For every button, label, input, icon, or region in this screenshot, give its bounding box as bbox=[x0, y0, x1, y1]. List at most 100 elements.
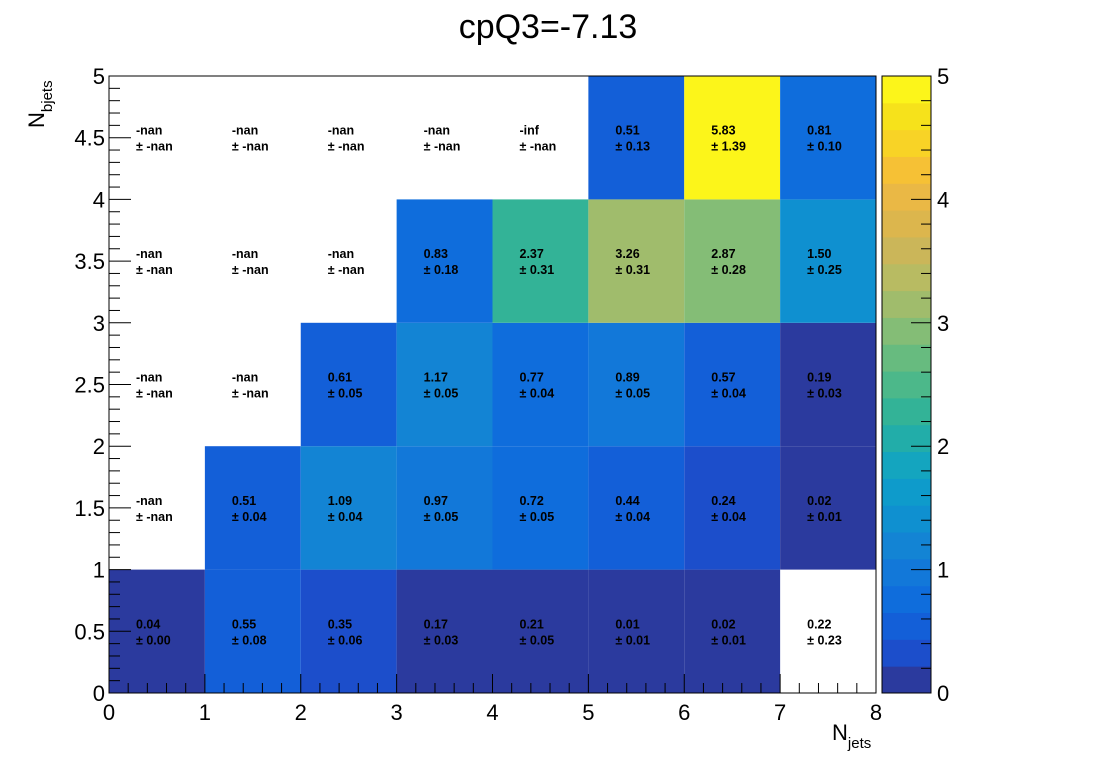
cell-error-label: ± -nan bbox=[520, 140, 557, 154]
cell-error-label: ± 0.18 bbox=[424, 263, 459, 277]
heatmap-cell bbox=[492, 199, 589, 323]
cell-value-label: 1.50 bbox=[807, 247, 831, 261]
cell-labels: 0.04 ± 0.00 0.55 ± 0.08 0.35 ± 0.06 0.17 ± 0.03… bbox=[136, 124, 842, 648]
x-axis-title: Njets bbox=[832, 720, 871, 752]
cell-value-label: 0.01 bbox=[615, 617, 639, 631]
heatmap-cell bbox=[300, 569, 397, 693]
color-scale-segment bbox=[882, 666, 931, 694]
color-scale-segment bbox=[882, 344, 931, 372]
cell-value-label: 0.02 bbox=[807, 494, 831, 508]
color-scale-segment bbox=[882, 612, 931, 640]
color-scale-bar bbox=[881, 75, 932, 694]
color-scale-segment bbox=[882, 585, 931, 614]
heatmap-cell bbox=[780, 76, 876, 200]
cell-value-label: 0.89 bbox=[615, 371, 639, 385]
y-tick-label: 3 bbox=[93, 311, 105, 336]
color-scale-segment bbox=[882, 558, 931, 587]
y-tick-label: 2 bbox=[93, 434, 105, 459]
cell-value-label: 0.19 bbox=[807, 371, 831, 385]
cell-value-label: 0.21 bbox=[520, 617, 544, 631]
y-axis-tick-labels: 0 0.5 1 1.5 2 2.5 3 3.5 4 4.5 5 bbox=[74, 64, 105, 706]
cell-error-label: ± 0.13 bbox=[615, 140, 650, 154]
y-tick-label: 1 bbox=[93, 558, 105, 583]
heatmap-cell bbox=[588, 199, 685, 323]
cell-error-label: ± 0.31 bbox=[520, 263, 555, 277]
x-axis-tick-labels: 0 1 2 3 4 5 6 7 8 bbox=[103, 700, 882, 725]
cell-value-label: -nan bbox=[232, 371, 258, 385]
cell-value-label: 0.55 bbox=[232, 617, 256, 631]
cell-error-label: ± 0.03 bbox=[807, 387, 842, 401]
color-scale-segment bbox=[882, 183, 931, 211]
cell-error-label: ± 0.05 bbox=[424, 387, 459, 401]
cell-error-label: ± -nan bbox=[136, 263, 173, 277]
cell-value-label: 0.61 bbox=[328, 371, 352, 385]
x-tick-label: 0 bbox=[103, 700, 115, 725]
color-scale-tick-label: 5 bbox=[937, 64, 949, 89]
heatmap-cell bbox=[396, 322, 493, 447]
cell-error-label: ± 0.04 bbox=[232, 510, 267, 524]
cell-error-label: ± 0.06 bbox=[328, 633, 363, 647]
heatmap-cell bbox=[204, 446, 301, 570]
heatmap-cell bbox=[684, 446, 781, 570]
heatmap-cell bbox=[300, 322, 397, 447]
cell-error-label: ± 0.31 bbox=[615, 263, 650, 277]
heatmap-cell bbox=[396, 569, 493, 693]
cell-error-label: ± 0.04 bbox=[615, 510, 650, 524]
cell-error-label: ± 0.04 bbox=[711, 510, 746, 524]
cell-value-label: -nan bbox=[136, 247, 162, 261]
cell-value-label: 0.97 bbox=[424, 494, 448, 508]
cell-value-label: 0.77 bbox=[520, 371, 544, 385]
heatmap-cell bbox=[588, 322, 685, 447]
cell-error-label: ± 0.01 bbox=[807, 510, 842, 524]
cell-value-label: 1.09 bbox=[328, 494, 352, 508]
cell-error-label: ± 0.05 bbox=[615, 387, 650, 401]
cell-error-label: ± -nan bbox=[232, 140, 269, 154]
x-tick-label: 4 bbox=[486, 700, 498, 725]
color-scale-segment bbox=[882, 156, 931, 184]
cell-error-label: ± 0.01 bbox=[615, 633, 650, 647]
x-tick-label: 7 bbox=[774, 700, 786, 725]
cell-value-label: 0.83 bbox=[424, 247, 448, 261]
cell-error-label: ± 0.25 bbox=[807, 263, 842, 277]
color-scale-segment bbox=[882, 102, 931, 131]
x-tick-label: 6 bbox=[678, 700, 690, 725]
heatmap-cell bbox=[684, 322, 781, 447]
color-scale-tick-label: 4 bbox=[937, 187, 949, 212]
cell-value-label: 0.51 bbox=[615, 124, 639, 138]
cell-value-label: -nan bbox=[424, 124, 450, 138]
x-tick-label: 1 bbox=[199, 700, 211, 725]
cell-error-label: ± 0.04 bbox=[711, 387, 746, 401]
y-axis-title: Nbjets bbox=[24, 80, 56, 128]
cell-value-label: 5.83 bbox=[711, 124, 735, 138]
y-tick-label: 5 bbox=[93, 64, 105, 89]
cell-error-label: ± -nan bbox=[136, 387, 173, 401]
cell-error-label: ± 0.05 bbox=[424, 510, 459, 524]
cell-error-label: ± -nan bbox=[136, 140, 173, 154]
cell-error-label: ± -nan bbox=[136, 510, 173, 524]
heatmap-cell bbox=[684, 569, 781, 693]
cell-value-label: -nan bbox=[136, 494, 162, 508]
cell-value-label: 0.22 bbox=[807, 617, 831, 631]
color-scale-tick-label: 1 bbox=[937, 558, 949, 583]
color-scale-segment bbox=[882, 129, 931, 157]
heatmap-cell bbox=[300, 446, 397, 570]
color-scale-segment bbox=[882, 290, 931, 318]
cell-value-label: 1.17 bbox=[424, 371, 448, 385]
heatmap-cell bbox=[684, 199, 781, 323]
cell-error-label: ± 0.10 bbox=[807, 140, 842, 154]
cell-error-label: ± 0.05 bbox=[520, 510, 555, 524]
cell-value-label: 0.04 bbox=[136, 617, 160, 631]
color-scale-tick-label: 0 bbox=[937, 681, 949, 706]
cell-value-label: 0.24 bbox=[711, 494, 735, 508]
cell-error-label: ± 0.03 bbox=[424, 633, 459, 647]
color-scale-segment bbox=[882, 371, 931, 399]
cell-error-label: ± 0.28 bbox=[711, 263, 746, 277]
heatmap-cell bbox=[588, 569, 685, 693]
heatmap-cell bbox=[780, 446, 876, 570]
color-scale-segment bbox=[882, 505, 931, 533]
heatmap-cell bbox=[396, 199, 493, 323]
cell-value-label: 0.51 bbox=[232, 494, 256, 508]
cell-value-label: -nan bbox=[328, 124, 354, 138]
cell-value-label: 0.17 bbox=[424, 617, 448, 631]
cell-value-label: 2.37 bbox=[520, 247, 544, 261]
